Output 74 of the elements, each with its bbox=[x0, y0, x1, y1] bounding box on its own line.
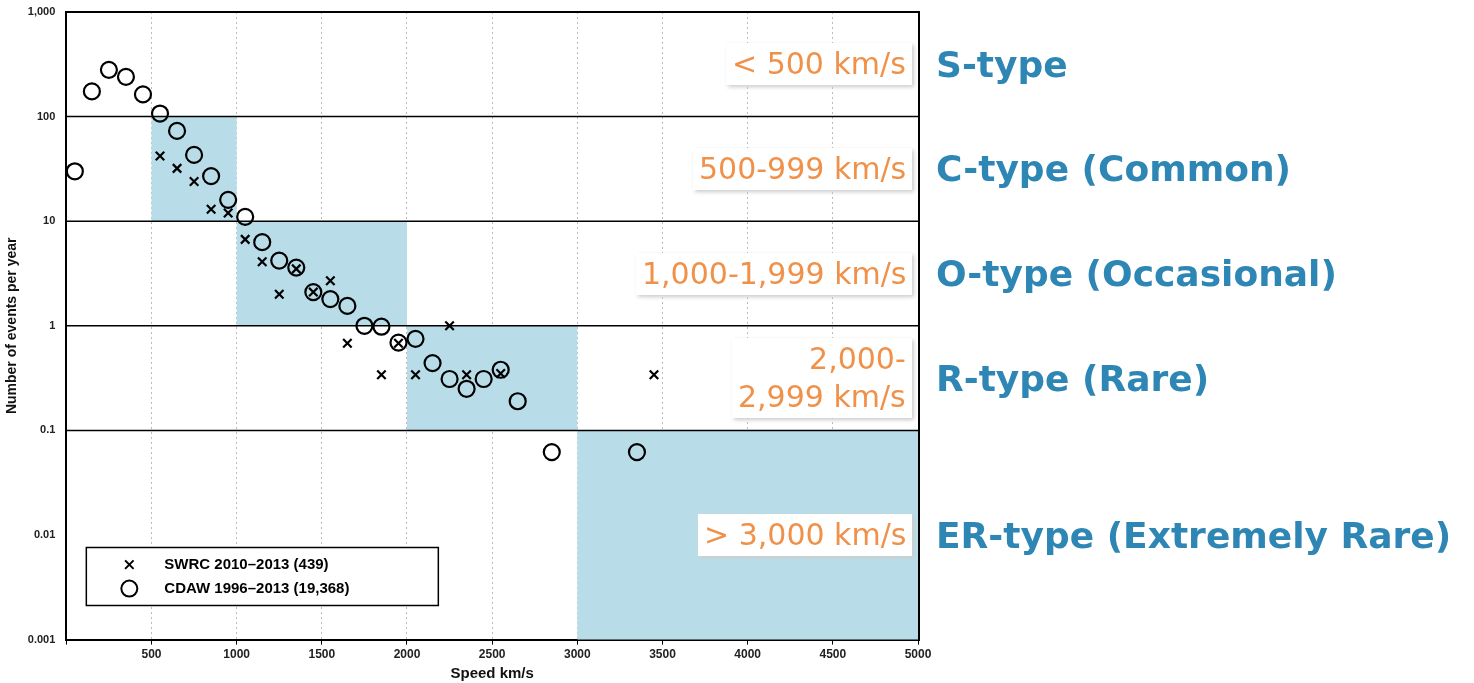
annotation: 1,000-1,999 km/s bbox=[636, 252, 913, 295]
point bbox=[256, 256, 268, 268]
point bbox=[171, 163, 183, 174]
point bbox=[457, 379, 476, 398]
text: C-type (Common) bbox=[936, 148, 1292, 190]
point bbox=[273, 288, 285, 300]
y-tick-label: 0.001 bbox=[27, 632, 56, 645]
text: O-type (Occasional) bbox=[936, 253, 1337, 294]
y-tick-label: 100 bbox=[36, 109, 56, 122]
x-tick-label: 3500 bbox=[649, 647, 677, 662]
point bbox=[150, 104, 170, 123]
x-tick-label: 5000 bbox=[904, 647, 932, 662]
legend-label: CDAW 1996–2013 (19,368) bbox=[164, 578, 350, 596]
point bbox=[287, 258, 306, 277]
point bbox=[99, 60, 119, 79]
point bbox=[627, 443, 647, 462]
annotation: < 500 km/s bbox=[726, 43, 912, 86]
point bbox=[461, 369, 472, 381]
point bbox=[236, 207, 255, 226]
x-tick-label: 2500 bbox=[478, 647, 506, 662]
point bbox=[338, 296, 357, 315]
point bbox=[202, 166, 221, 186]
point bbox=[154, 150, 166, 162]
point bbox=[253, 233, 272, 252]
point bbox=[648, 369, 660, 381]
point bbox=[389, 333, 408, 352]
point bbox=[444, 320, 455, 332]
x-tick-label: 1000 bbox=[223, 647, 251, 662]
x-tick-label: 3000 bbox=[563, 647, 591, 662]
point bbox=[321, 290, 340, 309]
point bbox=[355, 316, 374, 335]
y-tick-label: 1,000 bbox=[27, 5, 56, 18]
annotation: > 3,000 km/s bbox=[698, 514, 913, 556]
y-axis-title: Number of events per year bbox=[3, 236, 20, 415]
point bbox=[410, 369, 421, 381]
point bbox=[474, 369, 493, 389]
legend-label: SWRC 2010–2013 (439) bbox=[164, 554, 329, 572]
annotation: 500-999 km/s bbox=[693, 147, 913, 190]
point bbox=[542, 443, 561, 462]
point bbox=[491, 360, 510, 379]
point bbox=[116, 67, 136, 86]
point bbox=[205, 203, 217, 215]
x-tick-label: 4500 bbox=[819, 647, 847, 662]
x-tick-label: 2000 bbox=[393, 647, 421, 662]
point bbox=[219, 190, 238, 209]
point bbox=[184, 145, 204, 165]
text: ER-type (Extremely Rare) bbox=[936, 514, 1452, 556]
point bbox=[222, 207, 234, 219]
point bbox=[167, 121, 187, 140]
point bbox=[82, 82, 101, 101]
point bbox=[66, 162, 84, 181]
x-tick-label: 4000 bbox=[734, 647, 762, 662]
text: S-type bbox=[936, 43, 1068, 85]
annotation: 2,000- 2,999 km/s bbox=[732, 338, 912, 419]
point bbox=[440, 369, 459, 389]
point bbox=[239, 234, 251, 245]
text: R-type (Rare) bbox=[936, 357, 1210, 399]
y-tick-label: 0.1 bbox=[40, 423, 56, 436]
y-tick-label: 1 bbox=[49, 318, 56, 331]
point bbox=[325, 275, 336, 287]
point bbox=[372, 317, 391, 336]
point bbox=[342, 337, 353, 349]
x-tick-label: 1500 bbox=[308, 647, 336, 662]
point bbox=[508, 392, 527, 411]
point bbox=[406, 329, 425, 348]
x-tick-label: 500 bbox=[141, 647, 162, 662]
y-tick-label: 0.01 bbox=[33, 528, 56, 541]
x-axis-title: Speed km/s bbox=[450, 664, 534, 682]
point bbox=[270, 251, 289, 270]
point bbox=[133, 85, 153, 104]
y-tick-label: 10 bbox=[43, 214, 56, 227]
point bbox=[188, 176, 200, 187]
point bbox=[423, 354, 442, 373]
point bbox=[376, 369, 387, 381]
